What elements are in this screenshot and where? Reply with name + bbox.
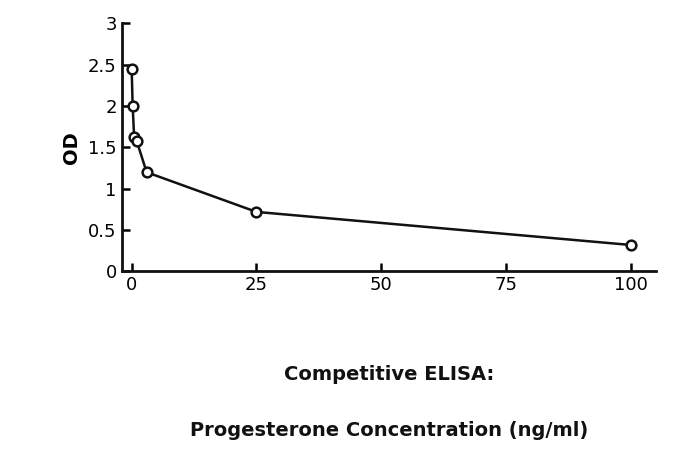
- Y-axis label: OD: OD: [62, 131, 81, 164]
- Text: Progesterone Concentration (ng/ml): Progesterone Concentration (ng/ml): [189, 421, 588, 440]
- Text: Competitive ELISA:: Competitive ELISA:: [283, 365, 494, 384]
